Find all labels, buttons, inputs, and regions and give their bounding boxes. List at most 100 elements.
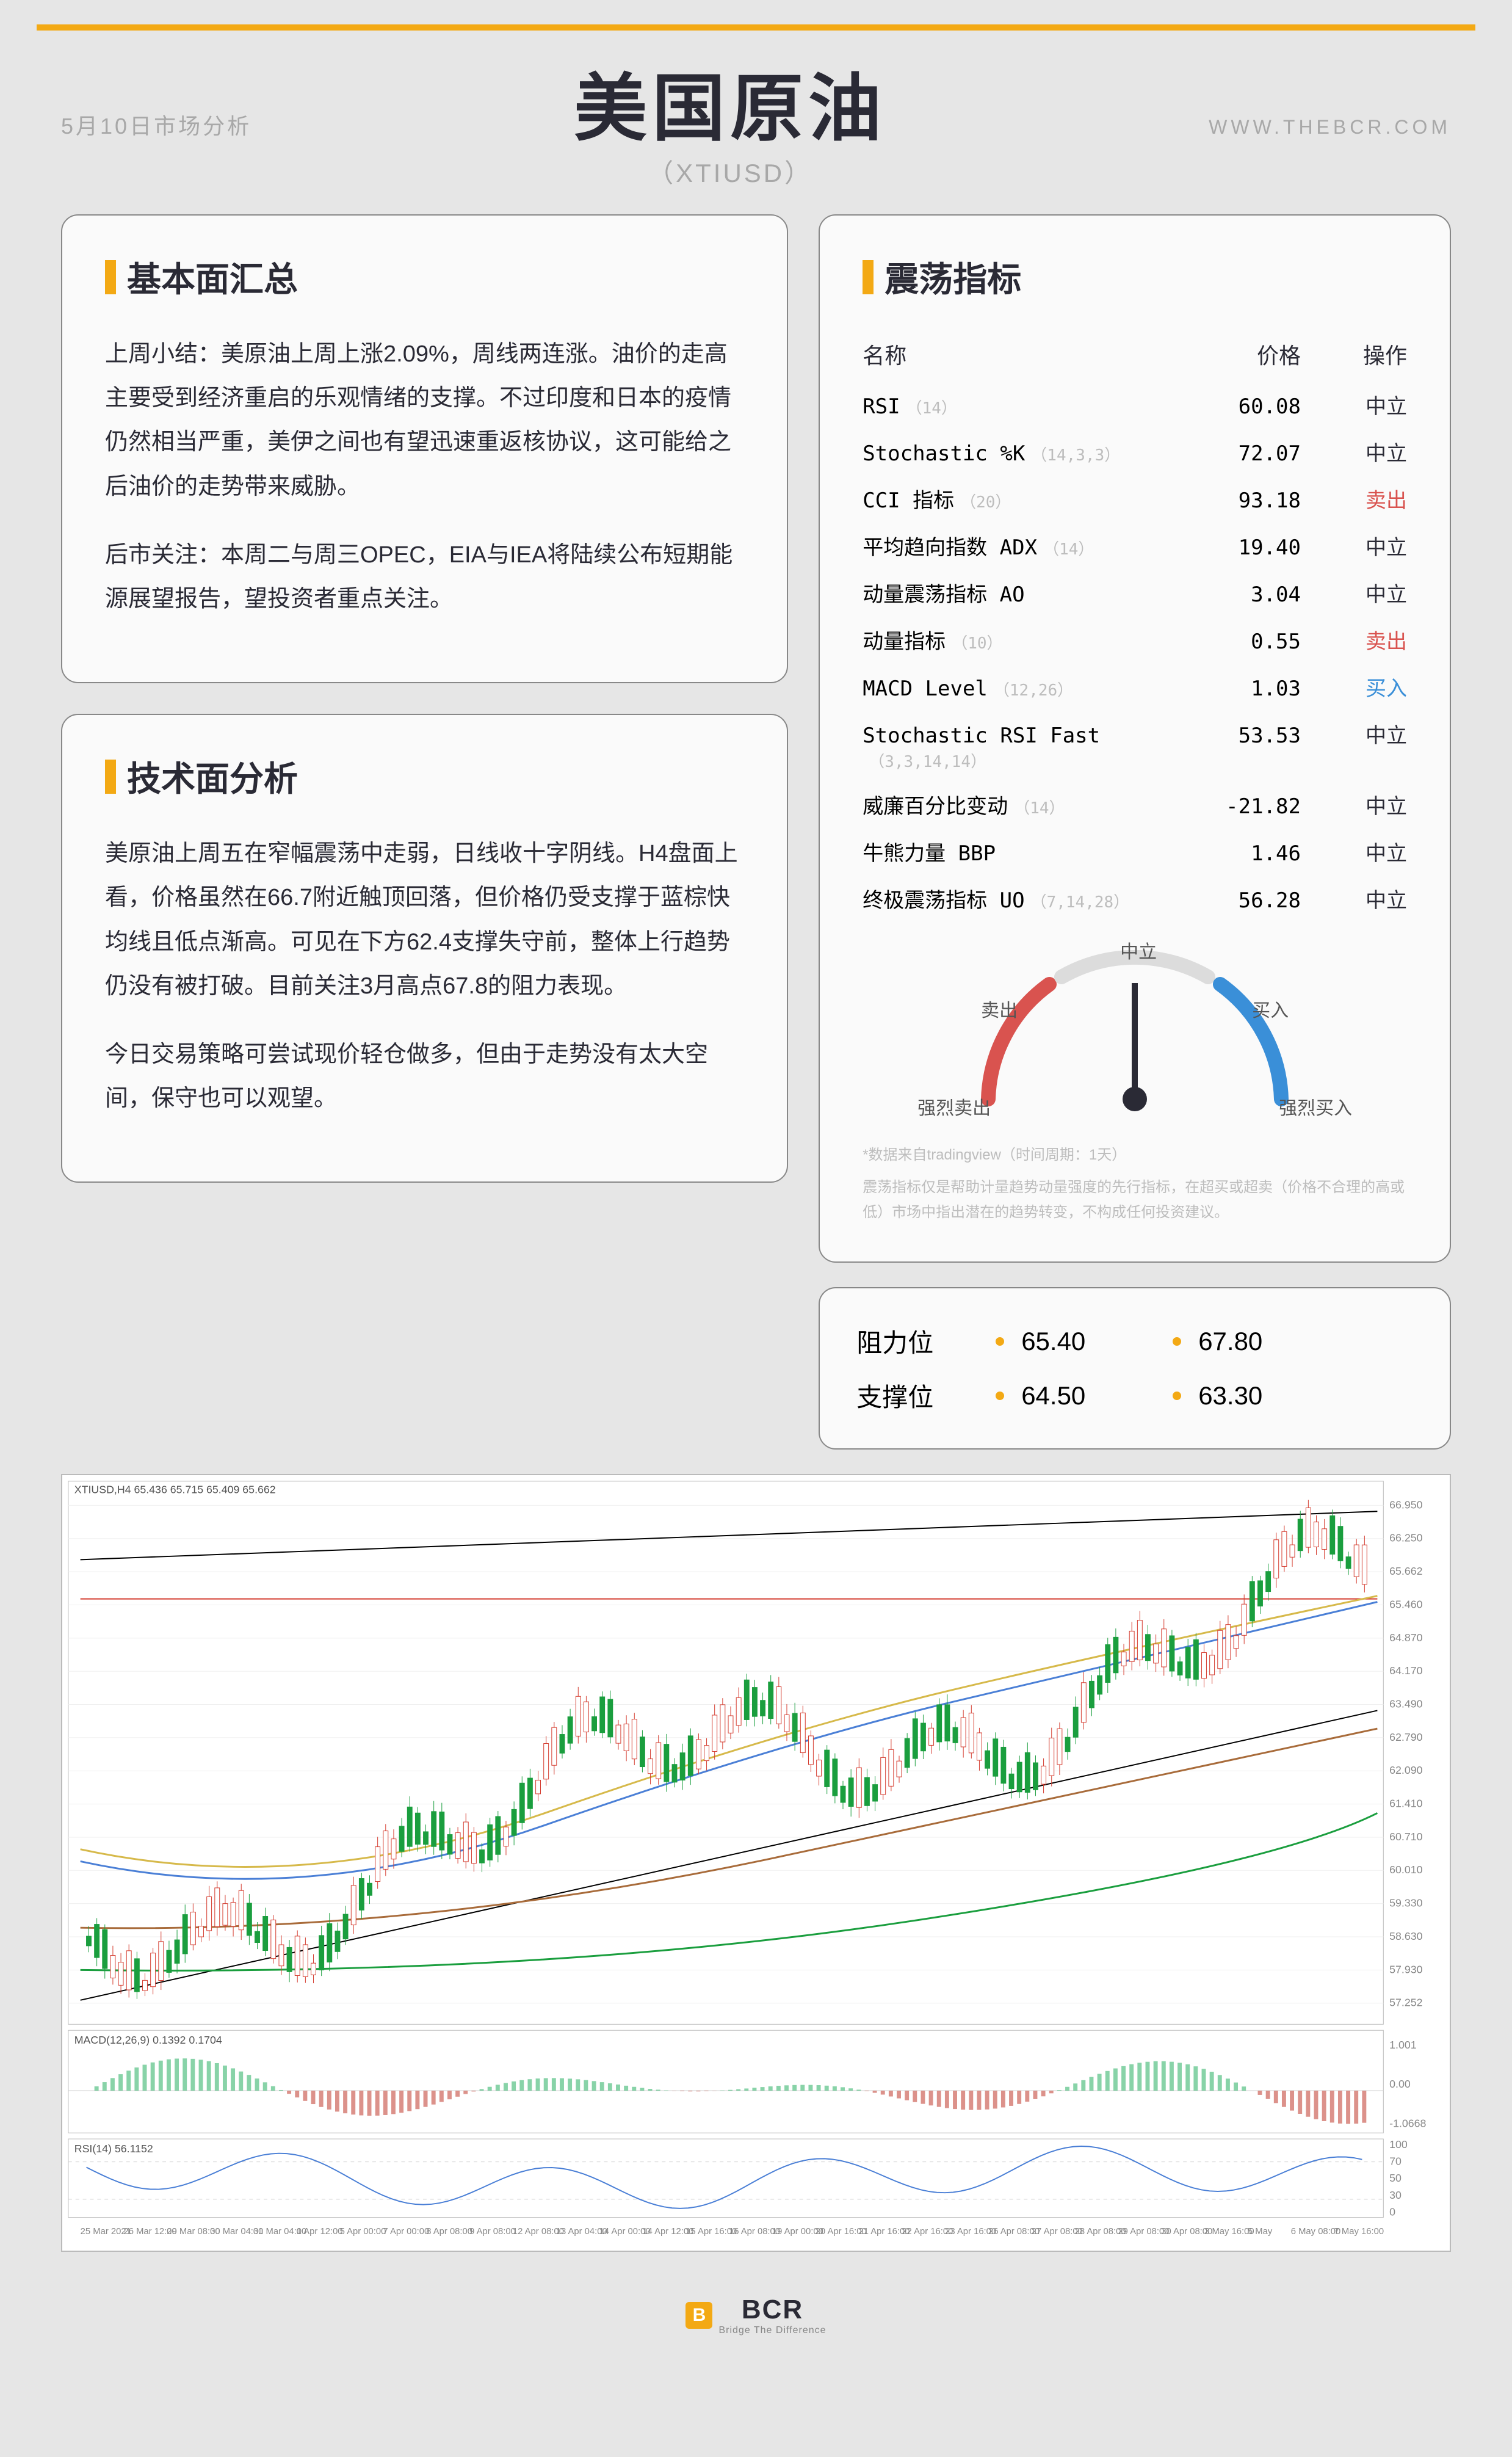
svg-text:3 May 16:00: 3 May 16:00: [1204, 2227, 1254, 2237]
technical-card: 技术面分析 美原油上周五在窄幅震荡中走弱，日线收十字阴线。H4盘面上看，价格虽然…: [61, 714, 788, 1183]
col-name: 名称: [863, 338, 1181, 370]
rsi-label: RSI(14) 56.1152: [74, 2143, 153, 2155]
svg-text:0: 0: [1389, 2206, 1395, 2218]
fundamental-p2: 后市关注：本周二与周三OPEC，EIA与IEA将陆续公布短期能源展望报告，望投资…: [105, 533, 744, 621]
indicator-row: Stochastic %K（14,3,3） 72.07 中立: [863, 428, 1407, 475]
indicator-row: 动量震荡指标 AO 3.04 中立: [863, 569, 1407, 616]
fundamental-title: 基本面汇总: [127, 252, 298, 302]
svg-text:6 May 08:00: 6 May 08:00: [1291, 2227, 1341, 2237]
svg-text:64.870: 64.870: [1389, 1631, 1422, 1644]
indicator-row: 牛熊力量 BBP 1.46 中立: [863, 828, 1407, 875]
fundamental-p1: 上周小结：美原油上周上涨2.09%，周线两连涨。油价的走高主要受到经济重启的乐观…: [105, 332, 744, 509]
svg-text:1.001: 1.001: [1389, 2039, 1417, 2051]
indicator-value: 3.04: [1181, 582, 1301, 607]
gauge-buy: 买入: [1252, 995, 1289, 1022]
fundamental-card: 基本面汇总 上周小结：美原油上周上涨2.09%，周线两连涨。油价的走高主要受到经…: [61, 214, 788, 683]
dot-icon: [996, 1337, 1004, 1346]
sentiment-gauge: 中立 卖出 买入 强烈卖出 强烈买入: [939, 940, 1330, 1136]
technical-p1: 美原油上周五在窄幅震荡中走弱，日线收十字阴线。H4盘面上看，价格虽然在66.7附…: [105, 832, 744, 1008]
indicator-action: 中立: [1301, 437, 1407, 466]
indicator-action: 中立: [1301, 531, 1407, 561]
svg-text:1 Apr 12:00: 1 Apr 12:00: [297, 2227, 343, 2237]
indicator-name: MACD Level（12,26）: [863, 677, 1181, 701]
svg-text:66.950: 66.950: [1389, 1499, 1422, 1511]
indicator-action: 卖出: [1301, 625, 1407, 655]
resistance-2: 67.80: [1198, 1327, 1333, 1356]
dot-icon: [1173, 1392, 1181, 1400]
header-date: 5月10日市场分析: [61, 109, 251, 140]
header-site: WWW.THEBCR.COM: [1209, 116, 1451, 139]
svg-text:60.010: 60.010: [1389, 1864, 1422, 1876]
accent-bar: [105, 260, 116, 294]
svg-text:59.330: 59.330: [1389, 1897, 1422, 1909]
indicator-action: 中立: [1301, 719, 1407, 749]
support-2: 63.30: [1198, 1381, 1333, 1410]
col-action: 操作: [1301, 338, 1407, 370]
svg-text:58.630: 58.630: [1389, 1930, 1422, 1942]
indicator-name: 动量指标（10）: [863, 625, 1181, 655]
svg-text:57.930: 57.930: [1389, 1964, 1422, 1976]
svg-text:-1.0668: -1.0668: [1389, 2118, 1426, 2130]
svg-text:30: 30: [1389, 2189, 1402, 2201]
svg-text:5 May: 5 May: [1248, 2227, 1273, 2237]
indicator-value: -21.82: [1181, 794, 1301, 819]
gauge-strong-buy: 强烈买入: [1279, 1093, 1352, 1120]
price-chart: XTIUSD,H4 65.436 65.715 65.409 65.662 66…: [61, 1474, 1451, 2252]
svg-text:63.490: 63.490: [1389, 1698, 1422, 1710]
indicator-action: 中立: [1301, 578, 1407, 608]
indicator-name: 牛熊力量 BBP: [863, 837, 1181, 866]
indicator-value: 19.40: [1181, 535, 1301, 560]
header-title: 美国原油: [251, 49, 1209, 155]
logo-tagline: Bridge The Difference: [718, 2325, 826, 2336]
oscillators-card: 震荡指标 名称 价格 操作 RSI（14） 60.08 中立Stochastic…: [819, 214, 1451, 1263]
gauge-strong-sell: 强烈卖出: [917, 1093, 991, 1120]
indicator-name: Stochastic %K（14,3,3）: [863, 441, 1181, 466]
indicator-row: MACD Level（12,26） 1.03 买入: [863, 663, 1407, 710]
svg-text:60.710: 60.710: [1389, 1831, 1422, 1843]
svg-text:70: 70: [1389, 2155, 1402, 2168]
disclaimer-1: *数据来自tradingview（时间周期：1天）: [863, 1143, 1407, 1168]
indicator-action: 中立: [1301, 390, 1407, 419]
levels-card: 阻力位 65.40 67.80 支撑位 64.50 63.30: [819, 1287, 1451, 1450]
indicator-value: 1.03: [1181, 677, 1301, 701]
support-label: 支撑位: [856, 1377, 978, 1414]
svg-text:8 Apr 08:00: 8 Apr 08:00: [426, 2227, 472, 2237]
indicator-action: 卖出: [1301, 484, 1407, 514]
technical-p2: 今日交易策略可尝试现价轻仓做多，但由于走势没有太大空间，保守也可以观望。: [105, 1033, 744, 1120]
indicator-name: 平均趋向指数 ADX（14）: [863, 531, 1181, 561]
indicator-value: 93.18: [1181, 488, 1301, 513]
indicator-value: 72.07: [1181, 441, 1301, 466]
indicator-row: 动量指标（10） 0.55 卖出: [863, 616, 1407, 663]
indicator-row: RSI（14） 60.08 中立: [863, 381, 1407, 428]
disclaimer-2: 震荡指标仅是帮助计量趋势动量强度的先行指标，在超买或超卖（价格不合理的高或低）市…: [863, 1175, 1407, 1225]
svg-text:65.460: 65.460: [1389, 1599, 1422, 1611]
footer: B BCR Bridge The Difference: [37, 2276, 1475, 2342]
logo-text: BCR: [742, 2295, 803, 2325]
indicator-value: 0.55: [1181, 630, 1301, 654]
svg-text:57.252: 57.252: [1389, 1997, 1422, 2009]
svg-text:5 Apr 00:00: 5 Apr 00:00: [340, 2227, 386, 2237]
technical-title: 技术面分析: [127, 752, 298, 801]
accent-bar: [863, 260, 874, 294]
accent-bar: [105, 760, 116, 794]
indicator-name: CCI 指标（20）: [863, 484, 1181, 514]
svg-text:66.250: 66.250: [1389, 1532, 1422, 1544]
dot-icon: [996, 1392, 1004, 1400]
svg-text:64.170: 64.170: [1389, 1665, 1422, 1677]
indicator-row: 平均趋向指数 ADX（14） 19.40 中立: [863, 522, 1407, 569]
svg-text:62.790: 62.790: [1389, 1731, 1422, 1743]
indicator-action: 中立: [1301, 837, 1407, 866]
svg-text:65.662: 65.662: [1389, 1565, 1422, 1577]
indicator-action: 中立: [1301, 789, 1407, 819]
indicator-name: 威廉百分比变动（14）: [863, 789, 1181, 819]
logo-icon: B: [685, 2302, 712, 2329]
indicator-name: 动量震荡指标 AO: [863, 578, 1181, 608]
dot-icon: [1173, 1337, 1181, 1346]
indicator-name: Stochastic RSI Fast（3,3,14,14）: [863, 724, 1181, 772]
header: 5月10日市场分析 美国原油 （XTIUSD） WWW.THEBCR.COM: [37, 31, 1475, 190]
svg-text:7 May 16:00: 7 May 16:00: [1334, 2227, 1384, 2237]
svg-text:50: 50: [1389, 2172, 1402, 2185]
indicator-value: 53.53: [1181, 724, 1301, 748]
indicator-name: RSI（14）: [863, 394, 1181, 419]
indicator-value: 56.28: [1181, 888, 1301, 913]
